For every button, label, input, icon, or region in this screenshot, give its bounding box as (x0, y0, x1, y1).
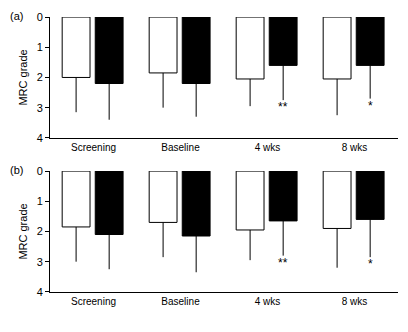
svg-text:Screening: Screening (71, 142, 116, 153)
svg-text:(a): (a) (10, 10, 23, 22)
svg-text:Baseline: Baseline (161, 296, 200, 307)
svg-text:0: 0 (37, 165, 43, 177)
svg-text:**: ** (278, 100, 288, 114)
svg-text:*: * (368, 257, 373, 271)
svg-text:Screening: Screening (71, 296, 116, 307)
svg-text:*: * (368, 99, 373, 113)
svg-text:MRC grade: MRC grade (17, 49, 29, 105)
svg-text:8 wks: 8 wks (342, 296, 368, 307)
svg-text:3: 3 (37, 256, 43, 268)
svg-text:(b): (b) (10, 164, 23, 176)
svg-text:4 wks: 4 wks (255, 142, 281, 153)
svg-text:2: 2 (37, 71, 43, 83)
svg-text:4: 4 (37, 286, 43, 298)
svg-text:4 wks: 4 wks (255, 296, 281, 307)
svg-text:MRC grade: MRC grade (17, 203, 29, 259)
svg-text:1: 1 (37, 195, 43, 207)
svg-text:8 wks: 8 wks (342, 142, 368, 153)
svg-text:Baseline: Baseline (161, 142, 200, 153)
svg-text:4: 4 (37, 132, 43, 144)
svg-text:**: ** (278, 256, 288, 270)
svg-text:1: 1 (37, 41, 43, 53)
svg-text:3: 3 (37, 102, 43, 114)
svg-text:2: 2 (37, 225, 43, 237)
svg-text:0: 0 (37, 11, 43, 23)
